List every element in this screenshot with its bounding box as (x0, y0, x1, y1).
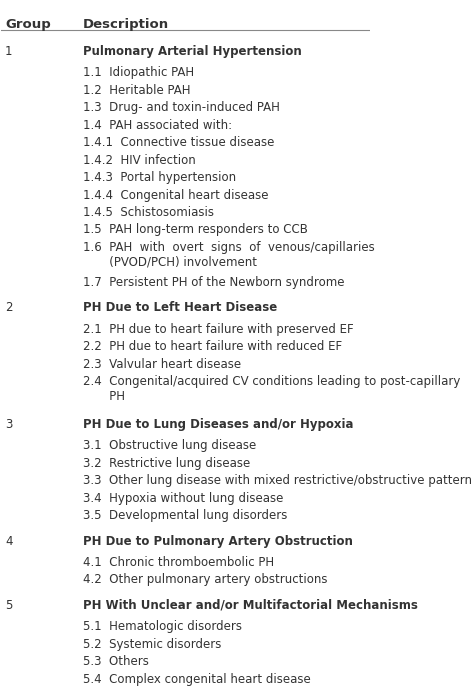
Text: 4.2  Other pulmonary artery obstructions: 4.2 Other pulmonary artery obstructions (82, 574, 327, 587)
Text: 1.5  PAH long-term responders to CCB: 1.5 PAH long-term responders to CCB (82, 223, 308, 236)
Text: 2.4  Congenital/acquired CV conditions leading to post-capillary
       PH: 2.4 Congenital/acquired CV conditions le… (82, 375, 460, 403)
Text: 2.3  Valvular heart disease: 2.3 Valvular heart disease (82, 357, 241, 370)
Text: 4.1  Chronic thromboembolic PH: 4.1 Chronic thromboembolic PH (82, 556, 273, 569)
Text: 1.4.3  Portal hypertension: 1.4.3 Portal hypertension (82, 171, 236, 184)
Text: 1: 1 (5, 45, 13, 58)
Text: PH Due to Lung Diseases and/or Hypoxia: PH Due to Lung Diseases and/or Hypoxia (82, 418, 353, 431)
Text: 3.1  Obstructive lung disease: 3.1 Obstructive lung disease (82, 440, 256, 452)
Text: 1.4.2  HIV infection: 1.4.2 HIV infection (82, 154, 195, 167)
Text: Pulmonary Arterial Hypertension: Pulmonary Arterial Hypertension (82, 45, 301, 58)
Text: 3.3  Other lung disease with mixed restrictive/obstructive pattern: 3.3 Other lung disease with mixed restri… (82, 474, 472, 487)
Text: PH Due to Left Heart Disease: PH Due to Left Heart Disease (82, 301, 277, 314)
Text: 5.2  Systemic disorders: 5.2 Systemic disorders (82, 638, 221, 651)
Text: 5: 5 (5, 599, 12, 612)
Text: 1.2  Heritable PAH: 1.2 Heritable PAH (82, 84, 190, 97)
Text: 1.3  Drug- and toxin-induced PAH: 1.3 Drug- and toxin-induced PAH (82, 101, 279, 114)
Text: 3.5  Developmental lung disorders: 3.5 Developmental lung disorders (82, 509, 287, 522)
Text: 5.3  Others: 5.3 Others (82, 655, 148, 668)
Text: 3.2  Restrictive lung disease: 3.2 Restrictive lung disease (82, 457, 250, 470)
Text: 4: 4 (5, 534, 13, 548)
Text: 2: 2 (5, 301, 13, 314)
Text: PH With Unclear and/or Multifactorial Mechanisms: PH With Unclear and/or Multifactorial Me… (82, 599, 418, 612)
Text: 1.4.5  Schistosomiasis: 1.4.5 Schistosomiasis (82, 206, 213, 219)
Text: Description: Description (82, 18, 169, 31)
Text: 1.1  Idiopathic PAH: 1.1 Idiopathic PAH (82, 67, 194, 80)
Text: 1.6  PAH  with  overt  signs  of  venous/capillaries
       (PVOD/PCH) involveme: 1.6 PAH with overt signs of venous/capil… (82, 241, 374, 269)
Text: PH Due to Pulmonary Artery Obstruction: PH Due to Pulmonary Artery Obstruction (82, 534, 352, 548)
Text: 1.4  PAH associated with:: 1.4 PAH associated with: (82, 119, 232, 132)
Text: 1.7  Persistent PH of the Newborn syndrome: 1.7 Persistent PH of the Newborn syndrom… (82, 275, 344, 289)
Text: 5.1  Hematologic disorders: 5.1 Hematologic disorders (82, 620, 242, 633)
Text: 2.2  PH due to heart failure with reduced EF: 2.2 PH due to heart failure with reduced… (82, 340, 342, 353)
Text: 1.4.1  Connective tissue disease: 1.4.1 Connective tissue disease (82, 136, 274, 149)
Text: 3: 3 (5, 418, 12, 431)
Text: 3.4  Hypoxia without lung disease: 3.4 Hypoxia without lung disease (82, 492, 283, 505)
Text: 5.4  Complex congenital heart disease: 5.4 Complex congenital heart disease (82, 673, 310, 686)
Text: 1.4.4  Congenital heart disease: 1.4.4 Congenital heart disease (82, 188, 268, 201)
Text: 2.1  PH due to heart failure with preserved EF: 2.1 PH due to heart failure with preserv… (82, 323, 353, 336)
Text: Group: Group (5, 18, 51, 31)
